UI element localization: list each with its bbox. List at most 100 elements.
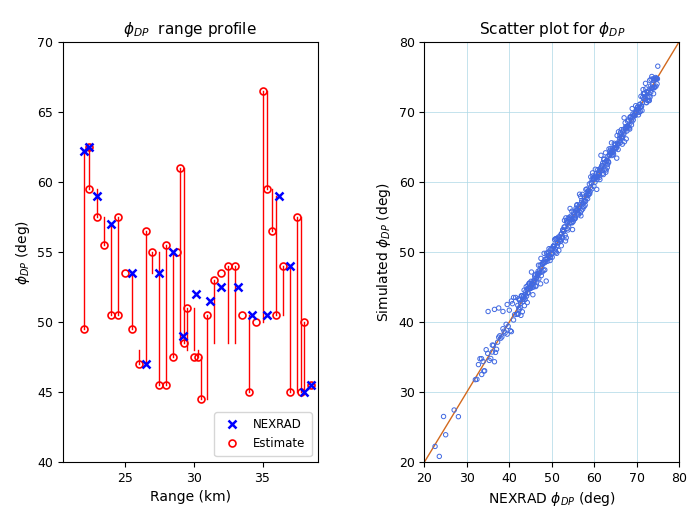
Point [651,75,662,83]
Line: Estimate: Estimate [80,88,314,403]
Point [508,293,519,302]
Point [622,122,633,131]
Point [533,261,544,269]
Point [599,165,610,174]
Point [645,75,657,83]
Point [605,146,616,155]
Point [581,185,592,193]
Point [494,332,505,340]
Point [606,148,617,156]
Point [601,157,612,165]
Point [549,235,560,244]
Point [498,327,510,335]
Point [573,204,584,212]
Point [613,139,624,148]
Point [514,296,525,304]
Point [512,310,524,318]
Point [591,185,602,194]
Point [623,123,634,131]
Estimate [203,312,211,318]
Point [648,83,659,92]
Point [566,216,577,224]
Point [619,138,630,146]
Estimate [141,228,150,234]
Point [559,223,570,231]
Estimate [238,312,246,318]
Point [539,266,550,274]
Estimate [262,186,271,192]
Point [557,226,568,234]
Point [594,171,605,179]
Estimate [224,263,232,269]
Title: Scatter plot for $\phi_{DP}$: Scatter plot for $\phi_{DP}$ [479,19,625,39]
Point [631,108,642,116]
Point [524,279,536,288]
Point [589,173,600,182]
Point [612,139,623,148]
Point [566,218,578,227]
Point [541,249,552,257]
Point [522,298,533,307]
Estimate [85,144,93,150]
Point [530,270,541,279]
Estimate [85,186,93,192]
Point [542,257,553,266]
Point [528,277,539,286]
Point [538,258,549,267]
Point [516,292,527,300]
Point [523,284,534,292]
Point [595,164,606,172]
Point [579,196,590,205]
Point [486,341,498,349]
Point [531,274,542,282]
Point [548,242,559,250]
Point [609,139,620,148]
Point [534,266,545,275]
NEXRAD [127,270,136,276]
Point [556,232,568,240]
Point [576,196,587,205]
Point [602,160,613,169]
Point [647,80,658,89]
Point [500,320,512,329]
Point [628,116,639,124]
NEXRAD [286,263,294,269]
Title: $\phi_{DP}$  range profile: $\phi_{DP}$ range profile [123,19,257,39]
Point [546,250,557,258]
Point [516,291,527,300]
Point [583,186,594,194]
Point [562,226,573,234]
Point [640,79,651,88]
Point [645,88,657,97]
Point [615,133,626,142]
Point [600,158,611,166]
Point [545,256,556,265]
Point [511,310,522,319]
Point [569,212,580,220]
Point [632,103,643,112]
Point [477,358,489,366]
Point [571,201,582,209]
Point [578,199,589,207]
Legend: NEXRAD, Estimate: NEXRAD, Estimate [214,413,312,456]
Point [570,207,581,215]
Point [631,106,643,114]
Point [537,268,548,276]
Point [579,193,590,201]
Point [540,255,552,263]
Point [650,82,662,90]
Point [615,128,626,136]
Estimate [183,305,191,311]
Point [555,230,566,238]
NEXRAD [262,312,271,318]
Point [506,328,517,336]
Point [550,248,561,256]
Point [614,137,625,145]
Point [476,370,487,379]
Point [517,295,528,303]
Point [625,113,636,122]
Point [652,75,663,83]
Point [650,74,662,82]
Point [525,284,536,292]
Point [508,316,519,324]
